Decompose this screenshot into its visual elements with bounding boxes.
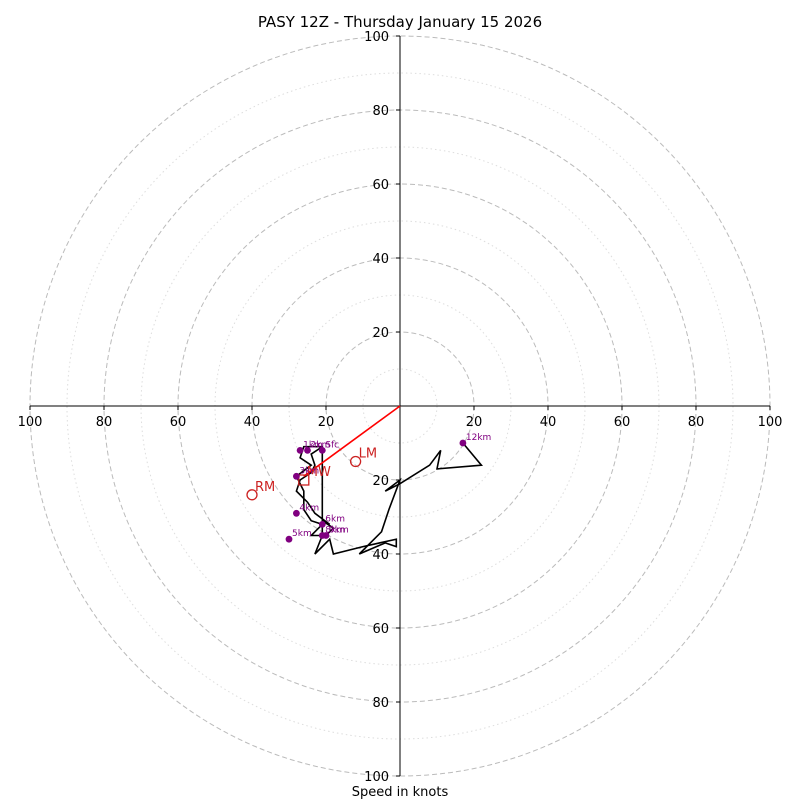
hodograph-trace-group (295, 442, 483, 555)
height-label-4km: 4km (299, 503, 319, 513)
x-tick-label: 40 (540, 415, 557, 430)
storm-motion-group: RM LM MW (246, 447, 377, 501)
height-point-4km (293, 509, 300, 517)
y-tick-label: 40 (372, 548, 389, 563)
storm-motion-marker-rm (246, 489, 258, 501)
x-tick-label: 80 (96, 415, 113, 430)
y-tick-label: 80 (372, 104, 389, 119)
x-tick-label: 100 (758, 415, 783, 430)
storm-motion-label-lm: LM (359, 447, 377, 462)
y-tick-label: 100 (364, 30, 389, 45)
hodograph-trace (295, 442, 483, 555)
y-tick-label: 60 (372, 178, 389, 193)
height-label-6km: 6km (325, 514, 345, 524)
height-point-9km (322, 532, 330, 539)
chart-title: PASY 12Z - Thursday January 15 2026 (258, 13, 542, 31)
storm-motion-marker-mw (298, 474, 310, 486)
height-point-3km (293, 472, 300, 480)
y-tick-label: 80 (372, 696, 389, 711)
shear-vector-group (303, 405, 401, 477)
height-point-12km (459, 439, 467, 447)
height-label-3km: 3km (299, 466, 319, 476)
x-tick-label: 20 (466, 415, 483, 430)
x-tick-label: 60 (170, 415, 187, 430)
height-point-sfc (318, 447, 326, 454)
x-tick-label: 80 (688, 415, 705, 430)
x-tick-label: 60 (614, 415, 631, 430)
shear-vector (303, 405, 401, 477)
height-label-8km: 8km (325, 526, 345, 536)
y-tick-label: 40 (372, 252, 389, 267)
height-point-5km (285, 535, 293, 543)
tick-labels: 100 80 60 40 20 20 40 60 80 100 100 80 60 40 20 20 40 60 8… (18, 30, 783, 785)
x-axis-label: Speed in knots (352, 785, 449, 800)
height-point-6km (318, 521, 326, 528)
x-tick-label: 100 (18, 415, 43, 430)
height-point-2km (304, 447, 311, 454)
x-tick-label: 20 (318, 415, 335, 430)
height-label-5km: 5km (292, 529, 312, 539)
y-tick-label: 60 (372, 622, 389, 637)
height-label-12km: 12km (466, 433, 491, 443)
y-tick-label: 100 (364, 770, 389, 785)
storm-motion-label-mw: MW (307, 465, 331, 480)
height-point-1km (296, 447, 304, 454)
height-label-1km: 1km (303, 440, 323, 450)
y-tick-label: 20 (372, 326, 389, 341)
storm-motion-marker-lm (349, 455, 362, 468)
x-tick-label: 40 (244, 415, 261, 430)
height-label-9km: 9km (329, 526, 349, 536)
y-tick-label: 20 (372, 474, 389, 489)
height-label-2km: 2km (311, 440, 331, 450)
height-label-sfc: Sfc (325, 440, 339, 450)
storm-motion-label-rm: RM (255, 480, 275, 495)
